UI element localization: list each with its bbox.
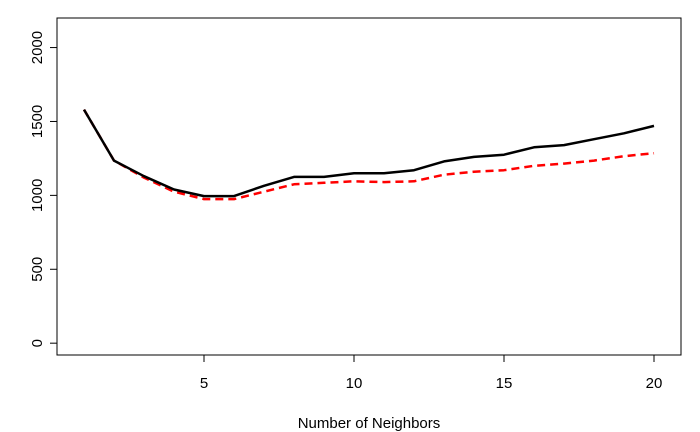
y-tick-label: 500 — [29, 257, 46, 282]
series-line-solid — [82, 108, 655, 198]
x-axis: 5 10 15 20 — [200, 354, 663, 392]
plot-frame — [56, 17, 682, 356]
x-tick-label: 10 — [346, 375, 363, 392]
y-axis: 0 500 1000 1500 2000 — [29, 31, 58, 347]
y-tick-label: 2000 — [29, 31, 46, 64]
x-tick-label: 15 — [496, 375, 513, 392]
y-tick-label: 0 — [29, 339, 46, 347]
series-layer — [82, 108, 655, 201]
x-axis-title: Number of Neighbors — [298, 415, 441, 432]
y-tick-label: 1000 — [29, 179, 46, 212]
y-tick-label: 1500 — [29, 105, 46, 138]
series-line-dashed — [82, 108, 655, 201]
x-tick-label: 5 — [200, 375, 208, 392]
x-tick-label: 20 — [646, 375, 663, 392]
